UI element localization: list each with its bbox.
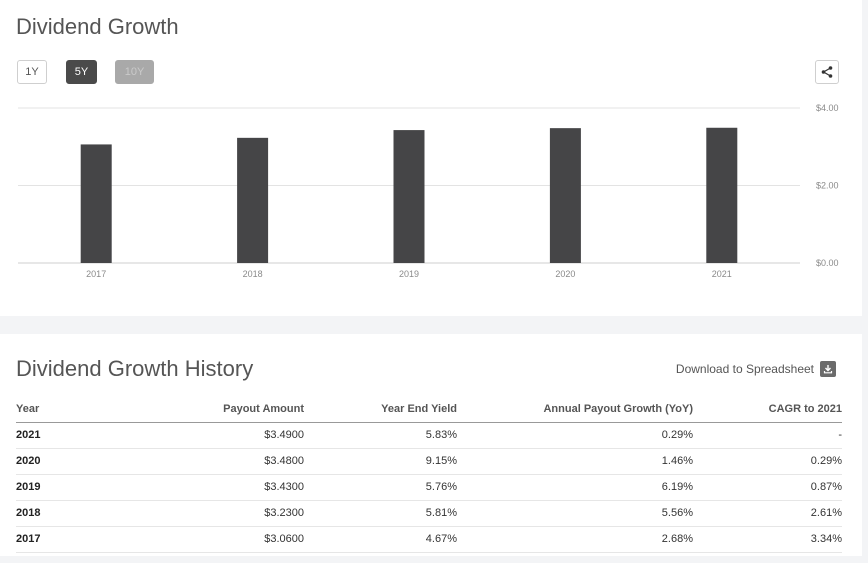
cell-growth: 2.68%	[457, 526, 693, 553]
dividend-history-title: Dividend Growth History	[16, 356, 254, 381]
table-row: 2017 $3.0600 4.67% 2.68% 3.34%	[16, 526, 842, 553]
cell-cagr: -	[693, 422, 842, 449]
cell-yield: 9.15%	[304, 448, 457, 475]
cell-year: 2021	[16, 422, 126, 449]
range-10y-button[interactable]: 10Y	[115, 60, 154, 84]
bar-2020[interactable]	[549, 128, 581, 263]
download-label: Download to Spreadsheet	[675, 362, 814, 376]
cell-growth: 6.19%	[457, 474, 693, 501]
column-header-payout: Payout Amount	[126, 402, 304, 423]
range-5y-button[interactable]: 5Y	[66, 60, 97, 84]
cell-yield: 5.81%	[304, 500, 457, 527]
cell-growth: 1.46%	[457, 448, 693, 475]
y-tick-label: $2.00	[816, 181, 839, 191]
bar-2017[interactable]	[80, 144, 112, 263]
x-tick-label: 2018	[243, 269, 263, 279]
cell-cagr: 0.87%	[693, 474, 842, 501]
cell-cagr: 2.61%	[693, 500, 842, 527]
cell-payout: $3.4900	[126, 422, 304, 449]
column-header-cagr: CAGR to 2021	[693, 402, 842, 423]
cell-year: 2019	[16, 474, 126, 501]
column-header-growth: Annual Payout Growth (YoY)	[457, 402, 693, 423]
table-row: 2019 $3.4300 5.76% 6.19% 0.87%	[16, 474, 842, 501]
cell-payout: $3.4300	[126, 474, 304, 501]
download-spreadsheet-link[interactable]: Download to Spreadsheet	[676, 361, 836, 377]
cell-yield: 4.67%	[304, 526, 457, 553]
bar-2021[interactable]	[706, 127, 738, 263]
dividend-bar-chart: $4.00 $2.00 $0.00 2017 2018 2019 2020 2021	[18, 103, 839, 279]
x-tick-label: 2020	[555, 269, 575, 279]
dividend-history-table: Year Payout Amount Year End Yield Annual…	[16, 402, 842, 553]
range-1y-button[interactable]: 1Y	[17, 60, 47, 84]
cell-growth: 5.56%	[457, 500, 693, 527]
cell-yield: 5.83%	[304, 422, 457, 449]
x-tick-label: 2019	[399, 269, 419, 279]
table-row: 2021 $3.4900 5.83% 0.29% -	[16, 422, 842, 449]
cell-payout: $3.2300	[126, 500, 304, 527]
share-button[interactable]	[815, 60, 839, 84]
cell-cagr: 3.34%	[693, 526, 842, 553]
cell-year: 2020	[16, 448, 126, 475]
column-header-year: Year	[16, 402, 126, 423]
cell-cagr: 0.29%	[693, 448, 842, 475]
cell-yield: 5.76%	[304, 474, 457, 501]
column-header-yield: Year End Yield	[304, 402, 457, 423]
cell-payout: $3.0600	[126, 526, 304, 553]
dividend-growth-title: Dividend Growth	[16, 14, 179, 39]
x-tick-label: 2021	[712, 269, 732, 279]
x-tick-label: 2017	[86, 269, 106, 279]
dividend-history-card: Dividend Growth History Download to Spre…	[0, 334, 862, 556]
y-tick-label: $0.00	[816, 258, 839, 268]
cell-payout: $3.4800	[126, 448, 304, 475]
table-row: 2018 $3.2300 5.81% 5.56% 2.61%	[16, 500, 842, 527]
bar-2018[interactable]	[237, 137, 269, 263]
y-tick-label: $4.00	[816, 103, 839, 113]
cell-year: 2018	[16, 500, 126, 527]
share-icon	[821, 66, 833, 78]
cell-growth: 0.29%	[457, 422, 693, 449]
download-icon	[820, 361, 836, 377]
dividend-growth-card: Dividend Growth 1Y 5Y 10Y $4.00 $2.00 $0.0…	[0, 0, 862, 316]
table-row: 2020 $3.4800 9.15% 1.46% 0.29%	[16, 448, 842, 475]
cell-year: 2017	[16, 526, 126, 553]
bar-2019[interactable]	[393, 130, 425, 263]
table-header-row: Year Payout Amount Year End Yield Annual…	[16, 402, 842, 423]
